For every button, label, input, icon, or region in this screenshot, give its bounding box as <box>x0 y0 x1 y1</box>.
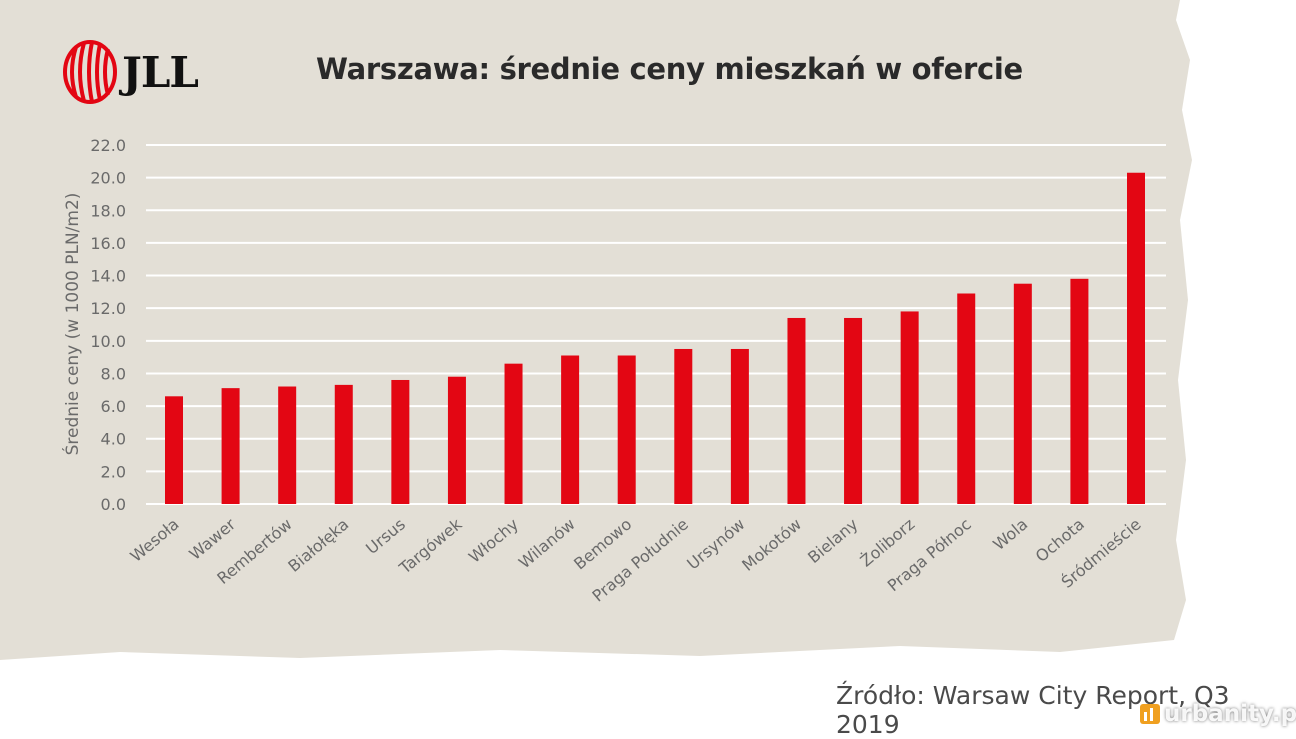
grid-lines <box>146 144 1166 505</box>
x-tick-label: Włochy <box>465 515 522 567</box>
x-tick-label: Ursus <box>362 515 409 559</box>
watermark: urbanity.pl <box>1140 700 1296 728</box>
bar-11 <box>730 348 749 504</box>
x-tick-label: Wesoła <box>127 515 183 566</box>
y-tick-label: 10.0 <box>90 332 126 351</box>
bar-2 <box>221 388 240 504</box>
bar-17 <box>1070 278 1089 504</box>
x-tick-label: Targówek <box>395 514 466 578</box>
bar-15 <box>957 293 976 504</box>
x-tick-label: Ursynów <box>683 515 748 574</box>
x-tick-label: Wawer <box>185 514 239 564</box>
x-tick-label: Wilanów <box>515 515 579 573</box>
bar-14 <box>900 311 919 504</box>
y-tick-label: 14.0 <box>90 267 126 286</box>
bar-3 <box>278 386 297 504</box>
jll-logo: JLL <box>62 38 199 106</box>
y-tick-label: 12.0 <box>90 299 126 318</box>
y-tick-label: 18.0 <box>90 201 126 220</box>
x-tick-label: Wola <box>989 515 1031 555</box>
y-tick-label: 20.0 <box>90 169 126 188</box>
x-tick-label: Białołęka <box>284 515 352 576</box>
bar-12 <box>787 317 806 504</box>
jll-logo-icon <box>63 40 117 104</box>
urbanity-logo-icon <box>1140 704 1160 724</box>
bar-18 <box>1127 172 1145 504</box>
bar-10 <box>674 348 693 504</box>
bar-5 <box>391 379 410 504</box>
y-tick-label: 16.0 <box>90 234 126 253</box>
bar-9 <box>617 355 636 504</box>
chart-title: Warszawa: średnie ceny mieszkań w oferci… <box>316 52 1023 86</box>
y-tick-label: 2.0 <box>101 462 126 481</box>
bar-13 <box>844 317 863 504</box>
bar-16 <box>1013 283 1032 504</box>
y-tick-labels: 0.0 2.0 4.0 6.0 8.0 10.0 12.0 14.0 16.0 18.0 20.0 2… <box>90 136 126 514</box>
x-tick-label: Praga Południe <box>589 515 692 606</box>
y-tick-label: 4.0 <box>101 430 126 449</box>
bars <box>165 172 1145 504</box>
source-note: Źródło: Warsaw City Report, Q3 2019 <box>836 681 1230 739</box>
y-tick-label: 22.0 <box>90 136 126 155</box>
y-axis-label: Średnie ceny (w 1000 PLN/m2) <box>61 193 83 456</box>
y-tick-label: 6.0 <box>101 397 126 416</box>
bar-1 <box>165 396 183 504</box>
x-tick-label: Mokotów <box>738 515 805 575</box>
bar-7 <box>504 363 523 504</box>
y-tick-label: 8.0 <box>101 364 126 383</box>
y-tick-label: 0.0 <box>101 495 126 514</box>
logo-text: JLL <box>122 47 199 97</box>
bar-8 <box>561 355 580 504</box>
x-tick-label: Bielany <box>804 515 862 568</box>
bar-4 <box>334 384 353 504</box>
watermark-text: urbanity.pl <box>1164 701 1296 727</box>
bar-6 <box>447 376 466 504</box>
